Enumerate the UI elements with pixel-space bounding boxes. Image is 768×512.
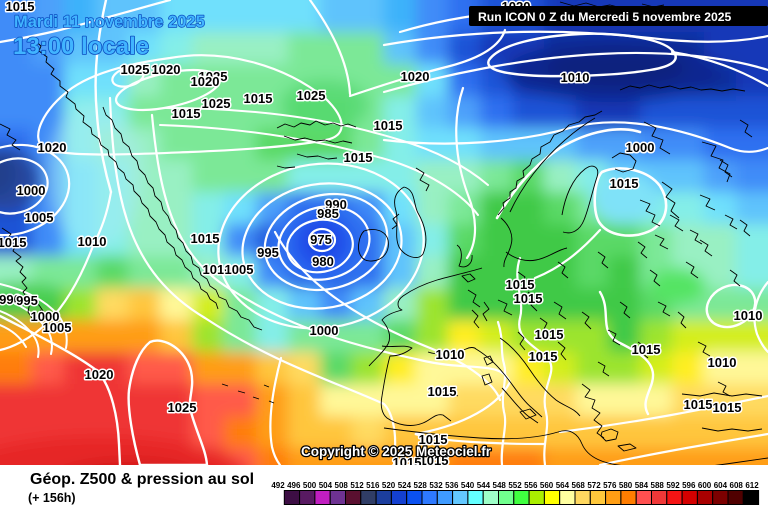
svg-text:1015: 1015	[419, 432, 448, 447]
svg-text:1015: 1015	[428, 384, 457, 399]
svg-text:1015: 1015	[506, 277, 535, 292]
svg-text:1025: 1025	[121, 62, 150, 77]
svg-text:1015: 1015	[529, 349, 558, 364]
svg-text:1000: 1000	[17, 183, 46, 198]
svg-text:1010: 1010	[436, 347, 465, 362]
svg-text:1015: 1015	[172, 106, 201, 121]
svg-text:1015: 1015	[374, 118, 403, 133]
svg-text:990: 990	[325, 197, 347, 212]
svg-text:1010: 1010	[203, 262, 232, 277]
svg-text:975: 975	[310, 232, 332, 247]
svg-text:13:00 locale: 13:00 locale	[13, 33, 149, 60]
svg-text:995: 995	[16, 293, 38, 308]
svg-text:1005: 1005	[225, 262, 254, 277]
svg-text:1005: 1005	[43, 320, 72, 335]
svg-text:1010: 1010	[708, 355, 737, 370]
svg-text:Run ICON 0 Z du Mercredi 5 nov: Run ICON 0 Z du Mercredi 5 novembre 2025	[478, 10, 732, 24]
svg-text:1010: 1010	[734, 308, 763, 323]
svg-text:1015: 1015	[191, 231, 220, 246]
svg-text:1020: 1020	[85, 367, 114, 382]
svg-text:1015: 1015	[0, 235, 26, 250]
svg-text:1005: 1005	[25, 210, 54, 225]
svg-text:1000: 1000	[626, 140, 655, 155]
svg-text:1025: 1025	[202, 96, 231, 111]
svg-text:1025: 1025	[199, 69, 228, 84]
svg-text:1020: 1020	[38, 140, 67, 155]
svg-text:1010: 1010	[78, 234, 107, 249]
svg-text:Copyright © 2025 Meteociel.fr: Copyright © 2025 Meteociel.fr	[301, 444, 492, 459]
svg-text:1015: 1015	[393, 455, 422, 465]
svg-text:1025: 1025	[297, 88, 326, 103]
svg-text:1020: 1020	[191, 74, 220, 89]
svg-text:Mardi 11 novembre 2025: Mardi 11 novembre 2025	[14, 13, 205, 31]
svg-text:1015: 1015	[684, 397, 713, 412]
svg-text:1020: 1020	[152, 62, 181, 77]
svg-text:1010: 1010	[561, 70, 590, 85]
svg-text:1000: 1000	[310, 323, 339, 338]
svg-text:1015: 1015	[514, 291, 543, 306]
svg-text:995: 995	[257, 245, 279, 260]
svg-text:1015: 1015	[420, 453, 449, 465]
svg-text:990: 990	[0, 292, 21, 307]
svg-text:1015: 1015	[6, 0, 35, 14]
svg-text:1000: 1000	[31, 309, 60, 324]
svg-text:1025: 1025	[168, 400, 197, 415]
svg-text:1015: 1015	[610, 176, 639, 191]
svg-text:1015: 1015	[344, 150, 373, 165]
svg-text:1015: 1015	[535, 327, 564, 342]
svg-text:980: 980	[312, 254, 334, 269]
svg-text:1015: 1015	[632, 342, 661, 357]
svg-text:985: 985	[317, 206, 339, 221]
svg-text:1015: 1015	[713, 400, 742, 415]
svg-text:1020: 1020	[401, 69, 430, 84]
svg-text:1015: 1015	[244, 91, 273, 106]
